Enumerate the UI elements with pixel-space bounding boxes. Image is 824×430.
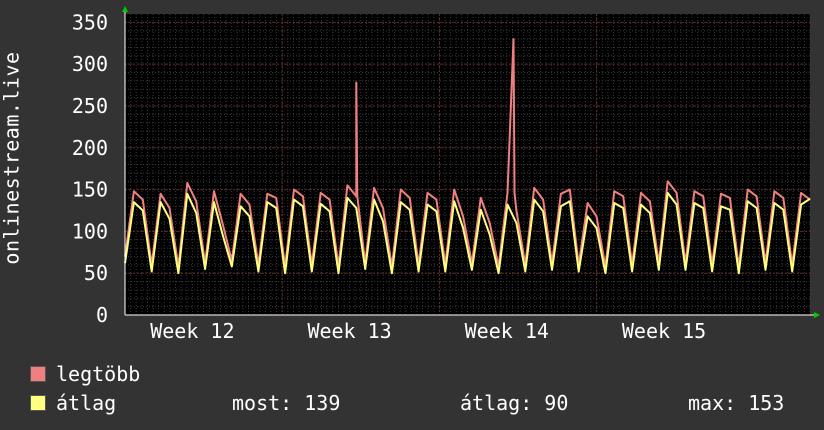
y-tick-label: 300 bbox=[72, 52, 108, 76]
x-axis-arrow bbox=[814, 312, 820, 318]
x-tick-label: Week 12 bbox=[150, 319, 234, 343]
y-axis-arrow bbox=[122, 6, 128, 12]
legend-label-atlag: átlag bbox=[56, 391, 117, 415]
y-axis-title: onlinestream.live bbox=[0, 0, 24, 315]
series-line-legtobb bbox=[124, 38, 811, 268]
y-tick-label: 150 bbox=[72, 178, 108, 202]
stat-max-value: 153 bbox=[748, 391, 785, 415]
x-tick-label: Week 13 bbox=[307, 319, 391, 343]
stat-most-label: most: bbox=[232, 391, 293, 415]
y-tick-label: 200 bbox=[72, 136, 108, 160]
y-tick-label: 50 bbox=[84, 261, 108, 285]
legend-item-atlag: átlag bbox=[30, 391, 116, 415]
stat-atlag-label: átlag: bbox=[460, 391, 533, 415]
y-tick-label: 100 bbox=[72, 219, 108, 243]
y-axis-label: onlinestream.live bbox=[0, 50, 25, 265]
x-tick-label: Week 14 bbox=[465, 319, 549, 343]
legend-item-legtobb: legtöbb bbox=[30, 362, 140, 386]
y-tick-label: 350 bbox=[72, 10, 108, 34]
legend-swatch-atlag bbox=[30, 395, 46, 411]
y-tick-label: 250 bbox=[72, 94, 108, 118]
legend-label-legtobb: legtöbb bbox=[56, 362, 141, 386]
legend-swatch-legtobb bbox=[30, 366, 46, 382]
stat-max-label: max: bbox=[688, 391, 737, 415]
stat-most: most: 139 bbox=[232, 391, 340, 415]
stat-atlag: átlag: 90 bbox=[460, 391, 568, 415]
y-tick-label: 0 bbox=[96, 303, 108, 327]
stat-max: max: 153 bbox=[688, 391, 784, 415]
series-line-atlag bbox=[124, 191, 811, 275]
x-tick-label: Week 15 bbox=[622, 319, 706, 343]
stat-most-value: 139 bbox=[304, 391, 341, 415]
stat-atlag-value: 90 bbox=[544, 391, 569, 415]
